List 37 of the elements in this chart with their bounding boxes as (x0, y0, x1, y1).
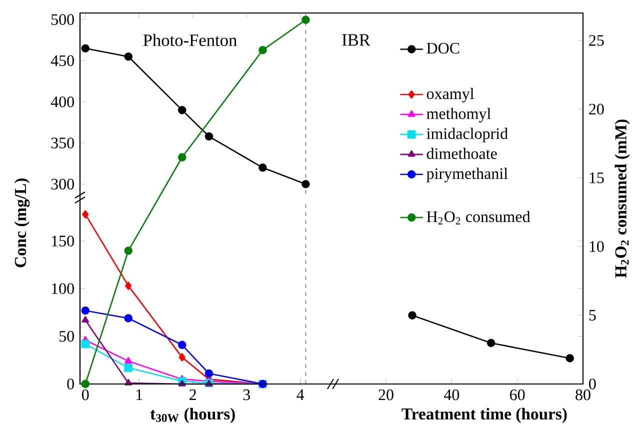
x-tick-label: 40 (444, 389, 460, 400)
legend-label: oxamyl (426, 88, 474, 102)
y-axis-title: Conc (mg/L) (14, 178, 30, 268)
y-tick-label: 0 (589, 378, 596, 390)
x-tick-label: 2 (190, 389, 196, 400)
x-tick-label: 4 (296, 389, 304, 400)
legend-label: pirymethanil (426, 168, 508, 182)
x-tick-label: 1 (136, 389, 142, 400)
y-tick-label: 25 (589, 35, 604, 46)
y-tick-label: 100 (52, 283, 74, 294)
annotation: Photo-Fenton (143, 34, 237, 46)
y-tick-label: 5 (589, 310, 596, 321)
legend-label: DOC (426, 42, 460, 54)
y-tick-label: 15 (590, 172, 604, 184)
x-tick-label: 60 (510, 389, 525, 400)
y-axis-title: H$_{2}$O$_{2}$ consumed (mM) (614, 120, 630, 278)
x-tick-label: 3 (243, 389, 250, 400)
legend-label: dimethoate (426, 148, 497, 160)
y-tick-label: 50 (60, 330, 74, 342)
annotation: IBR (342, 34, 370, 46)
y-tick-label: 450 (50, 55, 74, 66)
y-tick-label: 20 (589, 104, 604, 115)
x-tick-label: 20 (378, 389, 394, 400)
legend-label: imidacloprid (426, 128, 508, 142)
y-tick-label: 0 (67, 378, 74, 390)
y-tick-label: 500 (52, 14, 74, 25)
y-tick-label: 150 (52, 236, 74, 246)
legend-label: methomyl (426, 108, 491, 122)
legend-label: H$_{2}$O$_{2}$ consumed (426, 210, 530, 224)
x-tick-label: 80 (576, 389, 590, 400)
x-axis-title: Treatment time (hours) (402, 408, 567, 423)
y-tick-label: 300 (51, 178, 74, 190)
y-tick-label: 350 (51, 138, 74, 148)
x-axis-title: t$_{30W}$ (hours) (150, 408, 235, 423)
y-tick-label: 10 (590, 241, 604, 252)
x-tick-label: 0 (82, 389, 89, 400)
y-tick-label: 400 (50, 96, 74, 108)
